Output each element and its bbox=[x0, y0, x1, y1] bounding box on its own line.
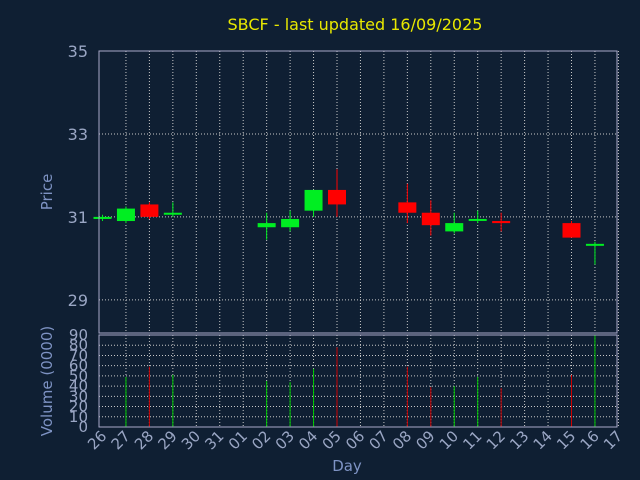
x-tick-label: 14 bbox=[530, 427, 556, 453]
volume-y-tick-label: 50 bbox=[69, 367, 88, 385]
chart-title: SBCF - last updated 16/09/2025 bbox=[228, 15, 483, 34]
candle-body bbox=[257, 223, 276, 228]
x-tick-label: 05 bbox=[319, 427, 345, 453]
candle bbox=[445, 212, 464, 234]
x-tick-label: 08 bbox=[389, 427, 415, 453]
x-tick-label: 16 bbox=[577, 427, 603, 453]
candle-body bbox=[328, 189, 346, 205]
x-ticks: 2627282930310102030405060708091011121314… bbox=[84, 427, 626, 453]
candle-body bbox=[116, 208, 135, 222]
candle bbox=[398, 183, 417, 224]
price-grid bbox=[99, 50, 619, 333]
volume-axis-label: Volume (0000) bbox=[38, 326, 56, 436]
x-tick-label: 26 bbox=[84, 427, 110, 453]
candle bbox=[492, 212, 511, 232]
candle bbox=[163, 202, 182, 217]
candle bbox=[585, 241, 604, 265]
volume-y-tick-label: 30 bbox=[69, 387, 88, 405]
volume-bars bbox=[125, 335, 596, 427]
volume-y-tick-label: 40 bbox=[69, 377, 88, 395]
x-tick-label: 29 bbox=[154, 427, 180, 453]
price-panel-frame bbox=[98, 50, 618, 334]
candle bbox=[468, 210, 487, 224]
candle bbox=[421, 200, 440, 236]
candle bbox=[328, 169, 346, 217]
volume-y-tick-label: 90 bbox=[69, 326, 88, 344]
volume-panel-frame bbox=[98, 334, 618, 428]
x-tick-label: 30 bbox=[178, 427, 204, 453]
candle bbox=[93, 214, 112, 222]
x-tick-label: 03 bbox=[272, 427, 298, 453]
candle bbox=[140, 202, 159, 219]
price-candles bbox=[93, 169, 604, 265]
x-tick-label: 09 bbox=[412, 427, 438, 453]
price-y-tick-label: 31 bbox=[68, 208, 88, 227]
volume-y-tick-label: 20 bbox=[69, 398, 88, 416]
candle-body bbox=[585, 243, 604, 246]
volume-y-tick-label: 80 bbox=[69, 336, 88, 354]
x-tick-label: 02 bbox=[248, 427, 274, 453]
x-tick-label: 01 bbox=[225, 427, 251, 453]
price-y-tick-label: 35 bbox=[68, 42, 88, 61]
x-tick-label: 07 bbox=[365, 427, 391, 453]
candle-body bbox=[304, 189, 323, 211]
volume-grid bbox=[99, 334, 619, 428]
volume-y-tick-label: 0 bbox=[78, 418, 88, 436]
price-y-tick-label: 33 bbox=[68, 125, 88, 144]
volume-y-tick-label: 70 bbox=[69, 346, 88, 364]
x-tick-label: 28 bbox=[131, 427, 157, 453]
price-y-tick-label: 29 bbox=[68, 291, 88, 310]
candle-body bbox=[421, 212, 440, 226]
x-tick-label: 10 bbox=[436, 427, 462, 453]
volume-y-tick-label: 10 bbox=[69, 408, 88, 426]
candle bbox=[281, 210, 300, 232]
x-tick-label: 15 bbox=[553, 427, 579, 453]
x-tick-label: 31 bbox=[201, 427, 227, 453]
x-tick-label: 13 bbox=[506, 427, 532, 453]
candle-body bbox=[562, 223, 581, 238]
candle-body bbox=[398, 202, 417, 213]
candle bbox=[304, 189, 323, 217]
price-y-ticks: 29 31 33 35 bbox=[68, 42, 88, 310]
x-tick-label: 17 bbox=[600, 427, 626, 453]
volume-y-tick-label: 60 bbox=[69, 357, 88, 375]
x-tick-label: 11 bbox=[459, 427, 485, 453]
candle-body bbox=[163, 212, 182, 215]
candle-body bbox=[93, 216, 112, 219]
candle-body bbox=[281, 218, 300, 228]
price-axis-label: Price bbox=[38, 174, 56, 211]
x-tick-label: 27 bbox=[108, 427, 134, 453]
candle bbox=[257, 212, 276, 240]
x-tick-label: 06 bbox=[342, 427, 368, 453]
candle bbox=[116, 206, 135, 224]
x-tick-label: 04 bbox=[295, 427, 321, 453]
candle-body bbox=[445, 223, 464, 232]
candle-body bbox=[468, 218, 487, 221]
candle-body bbox=[492, 221, 511, 224]
candle-body bbox=[140, 204, 159, 217]
x-axis-label: Day bbox=[332, 457, 362, 475]
candle bbox=[562, 221, 581, 238]
x-tick-label: 12 bbox=[483, 427, 509, 453]
